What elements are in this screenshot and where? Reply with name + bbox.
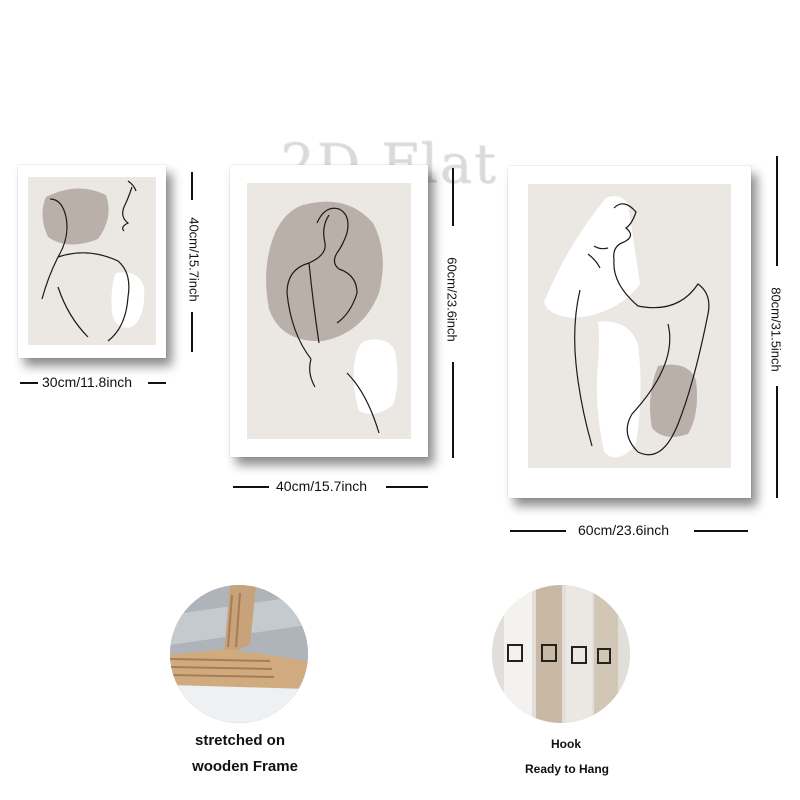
height-label-large: 80cm/31.5inch [768, 287, 784, 372]
line-art-large [544, 196, 710, 458]
height-line-small-bottom [191, 312, 193, 352]
height-line-medium-bottom [452, 362, 454, 458]
line-art-medium [266, 201, 398, 434]
mat-large [528, 184, 731, 468]
width-line-small-right [148, 382, 166, 384]
height-label-small: 40cm/15.7inch [186, 217, 202, 302]
height-line-small-top [191, 172, 193, 200]
hook-caption-line2: Ready to Hang [524, 762, 609, 776]
width-label-small: 30cm/11.8inch [42, 374, 133, 390]
frame-large [508, 166, 751, 498]
mat-small [28, 177, 156, 345]
mat-medium [247, 183, 411, 439]
wooden-frame-detail-image [170, 585, 308, 723]
wooden-frame-caption-line1: stretched on [194, 732, 285, 749]
width-line-large-right [694, 530, 748, 532]
line-art-small [41, 180, 145, 342]
height-label-medium: 60cm/23.6inch [444, 257, 460, 342]
width-line-small-left [20, 382, 38, 384]
frame-medium [230, 165, 428, 457]
width-line-medium-left [233, 486, 269, 488]
height-line-medium-top [452, 168, 454, 226]
height-line-large-top [776, 156, 778, 266]
width-line-large-left [510, 530, 566, 532]
width-line-medium-right [386, 486, 428, 488]
width-label-medium: 40cm/15.7inch [276, 478, 368, 494]
wooden-frame-caption-line2: wooden Frame [192, 758, 298, 775]
hook-detail-image [492, 585, 630, 723]
frame-small [18, 165, 166, 358]
height-line-large-bottom [776, 386, 778, 498]
width-label-large: 60cm/23.6inch [578, 522, 670, 538]
hook-caption-line1: Hook [551, 737, 581, 751]
